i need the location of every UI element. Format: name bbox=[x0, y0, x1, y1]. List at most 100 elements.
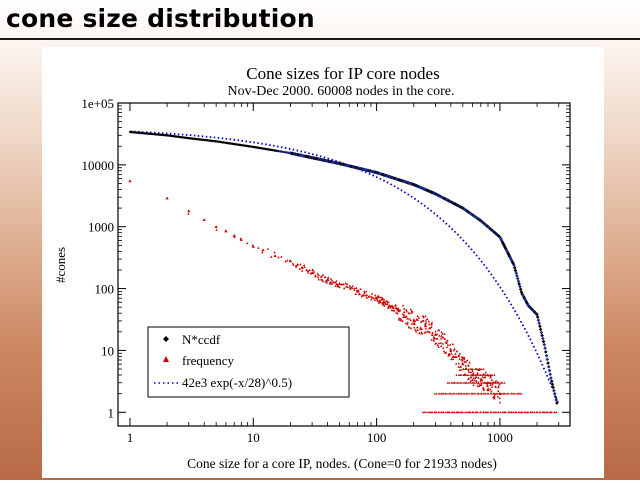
frequency-point bbox=[445, 340, 448, 343]
frequency-point bbox=[459, 368, 463, 371]
x-tick-label: 10 bbox=[247, 430, 260, 445]
legend-label-n-ccdf: N*ccdf bbox=[182, 332, 221, 347]
frequency-point bbox=[412, 318, 416, 321]
frequency-point bbox=[481, 373, 484, 376]
frequency-point bbox=[380, 298, 383, 301]
frequency-point bbox=[486, 411, 490, 414]
x-tick-label: 1000 bbox=[487, 430, 513, 445]
frequency-point bbox=[398, 309, 402, 312]
frequency-point bbox=[447, 354, 450, 357]
frequency-point bbox=[458, 357, 461, 361]
frequency-point bbox=[476, 384, 480, 388]
n-ccdf-point bbox=[520, 292, 524, 296]
frequency-point bbox=[397, 318, 401, 321]
frequency-point bbox=[416, 314, 419, 318]
frequency-point bbox=[459, 381, 463, 384]
frequency-point bbox=[404, 315, 407, 318]
series-frequency bbox=[128, 179, 558, 414]
n-ccdf-point bbox=[501, 242, 506, 247]
frequency-point bbox=[432, 339, 436, 342]
frequency-point bbox=[513, 392, 517, 395]
frequency-point bbox=[504, 392, 508, 395]
frequency-point bbox=[497, 381, 500, 384]
frequency-point bbox=[430, 325, 433, 329]
frequency-point bbox=[397, 307, 400, 310]
frequency-point bbox=[410, 322, 414, 325]
frequency-point bbox=[439, 344, 443, 348]
frequency-point bbox=[515, 411, 518, 414]
frequency-point bbox=[338, 282, 341, 286]
frequency-point bbox=[457, 362, 461, 365]
frequency-point bbox=[266, 247, 270, 250]
n-ccdf-point bbox=[515, 276, 520, 281]
frequency-point bbox=[351, 284, 354, 287]
frequency-point bbox=[320, 275, 324, 278]
frequency-point bbox=[553, 411, 556, 414]
frequency-point bbox=[348, 284, 352, 287]
frequency-point bbox=[402, 313, 406, 316]
frequency-point bbox=[510, 411, 513, 414]
frequency-point bbox=[239, 237, 242, 240]
frequency-point bbox=[416, 328, 419, 332]
frequency-point bbox=[475, 375, 478, 378]
n-ccdf-point bbox=[539, 330, 544, 335]
frequency-point bbox=[486, 384, 489, 388]
frequency-point bbox=[520, 392, 523, 395]
n-ccdf-point bbox=[535, 312, 539, 317]
frequency-point bbox=[447, 411, 450, 414]
frequency-point bbox=[479, 392, 482, 395]
frequency-point bbox=[428, 411, 431, 414]
frequency-point bbox=[472, 411, 475, 414]
frequency-point bbox=[436, 337, 439, 340]
frequency-point bbox=[392, 306, 395, 309]
frequency-point bbox=[336, 284, 340, 287]
chart-figure: Cone sizes for IP core nodes Nov-Dec 200… bbox=[42, 47, 604, 478]
x-tick-label: 100 bbox=[367, 430, 387, 445]
frequency-point bbox=[467, 377, 470, 380]
frequency-point bbox=[482, 392, 485, 395]
y-tick-label: 1e+05 bbox=[81, 96, 114, 111]
frequency-point bbox=[442, 336, 445, 339]
frequency-point bbox=[299, 263, 302, 266]
n-ccdf-point bbox=[517, 282, 521, 286]
n-ccdf-point bbox=[518, 287, 523, 292]
frequency-point bbox=[273, 251, 276, 254]
frequency-point bbox=[494, 379, 498, 382]
frequency-point bbox=[501, 381, 504, 384]
frequency-point bbox=[493, 373, 496, 376]
frequency-point bbox=[489, 388, 492, 391]
frequency-point bbox=[388, 304, 392, 307]
n-ccdf-point bbox=[546, 361, 550, 365]
frequency-point bbox=[448, 411, 451, 414]
frequency-point bbox=[338, 285, 341, 289]
frequency-point bbox=[431, 331, 434, 334]
frequency-point bbox=[455, 350, 459, 353]
frequency-point bbox=[424, 411, 428, 414]
frequency-point bbox=[498, 392, 501, 395]
frequency-point bbox=[224, 229, 227, 232]
frequency-point bbox=[493, 394, 496, 397]
frequency-point bbox=[496, 392, 499, 395]
frequency-point bbox=[342, 287, 346, 290]
frequency-point bbox=[479, 411, 482, 414]
frequency-point bbox=[436, 343, 439, 347]
frequency-point bbox=[317, 273, 320, 277]
frequency-point bbox=[417, 316, 421, 319]
frequency-point bbox=[233, 235, 236, 239]
frequency-point bbox=[484, 371, 487, 374]
frequency-point bbox=[497, 389, 500, 392]
frequency-point bbox=[531, 411, 534, 414]
frequency-point bbox=[401, 319, 404, 323]
n-ccdf-point bbox=[500, 239, 504, 244]
frequency-point bbox=[484, 381, 487, 384]
frequency-point bbox=[330, 279, 334, 282]
frequency-point bbox=[492, 411, 495, 414]
frequency-point bbox=[491, 381, 494, 384]
frequency-point bbox=[403, 310, 406, 313]
frequency-point bbox=[461, 357, 465, 360]
frequency-point bbox=[510, 392, 514, 395]
frequency-point bbox=[498, 381, 502, 384]
frequency-point bbox=[406, 323, 409, 326]
frequency-point bbox=[500, 392, 504, 395]
frequency-point bbox=[309, 272, 312, 275]
